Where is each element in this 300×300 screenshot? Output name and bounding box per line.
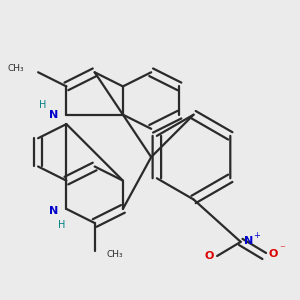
Text: H: H [58,220,65,230]
Text: +: + [253,232,260,241]
Text: ⁻: ⁻ [279,244,285,254]
Text: N: N [49,206,58,216]
Text: N: N [244,236,254,246]
Text: H: H [39,100,46,110]
Text: O: O [269,249,278,259]
Text: CH₃: CH₃ [8,64,24,73]
Text: O: O [204,251,214,261]
Text: CH₃: CH₃ [106,250,123,259]
Text: N: N [49,110,58,120]
